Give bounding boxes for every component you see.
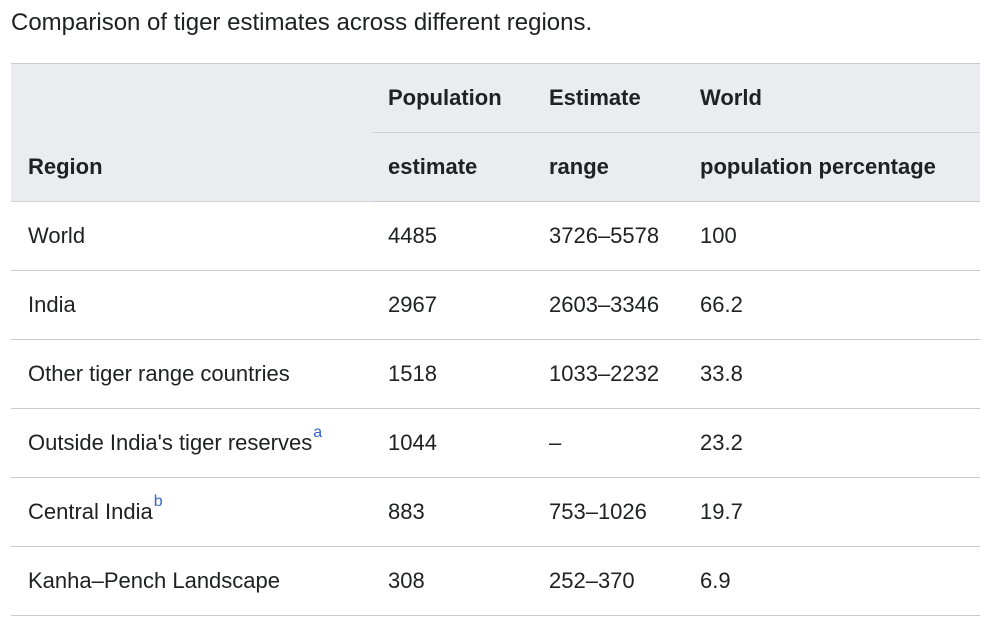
- header-row: estimate range population percentage: [11, 132, 980, 202]
- population-cell: 4485: [372, 201, 533, 271]
- population-cell: 2967: [372, 270, 533, 340]
- region-name: Outside India's tiger reserves: [28, 430, 313, 455]
- region-cell: Kanha–Pench Landscape: [11, 546, 372, 616]
- population-cell: 1518: [372, 339, 533, 409]
- region-cell: Other tiger range countries: [11, 339, 372, 409]
- range-cell: 252–370: [533, 546, 684, 616]
- range-cell: 753–1026: [533, 477, 684, 547]
- percentage-cell: 66.2: [684, 270, 980, 340]
- region-name: Central India: [28, 499, 153, 524]
- range-cell: 1033–2232: [533, 339, 684, 409]
- tiger-estimates-table: Region Population Estimate World estimat…: [11, 63, 980, 616]
- table-row: India 2967 2603–3346 66.2: [11, 270, 980, 340]
- table-row: Other tiger range countries 1518 1033–22…: [11, 339, 980, 409]
- region-cell: Central Indiab: [11, 477, 372, 547]
- region-cell: Outside India's tiger reservesa: [11, 408, 372, 478]
- percentage-cell: 19.7: [684, 477, 980, 547]
- range-cell: –: [533, 408, 684, 478]
- region-name: India: [28, 292, 76, 317]
- percentage-cell: 100: [684, 201, 980, 271]
- population-cell: 883: [372, 477, 533, 547]
- percentage-cell: 23.2: [684, 408, 980, 478]
- range-cell: 2603–3346: [533, 270, 684, 340]
- region-cell: India: [11, 270, 372, 340]
- header-world-line1[interactable]: World: [684, 63, 980, 133]
- header-world-line2[interactable]: population percentage: [684, 132, 980, 202]
- table-row: World 4485 3726–5578 100: [11, 201, 980, 271]
- footnote-link-b[interactable]: b: [153, 493, 163, 510]
- region-name: World: [28, 223, 86, 248]
- header-row: Region Population Estimate World: [11, 63, 980, 202]
- region-name: Other tiger range countries: [28, 361, 290, 386]
- header-range-line1[interactable]: Estimate: [533, 63, 684, 133]
- population-cell: 1044: [372, 408, 533, 478]
- range-cell: 3726–5578: [533, 201, 684, 271]
- table-body: World 4485 3726–5578 100 India 2967 2603…: [11, 201, 980, 616]
- header-population-line2[interactable]: estimate: [372, 132, 533, 202]
- region-name: Kanha–Pench Landscape: [28, 568, 280, 593]
- table-caption: Comparison of tiger estimates across dif…: [11, 9, 593, 36]
- table-header: Region Population Estimate World estimat…: [11, 63, 980, 202]
- percentage-cell: 6.9: [684, 546, 980, 616]
- header-range-line2[interactable]: range: [533, 132, 684, 202]
- header-region[interactable]: Region: [11, 63, 372, 202]
- region-cell: World: [11, 201, 372, 271]
- table-row: Outside India's tiger reservesa 1044 – 2…: [11, 408, 980, 478]
- header-population-line1[interactable]: Population: [372, 63, 533, 133]
- footnote-link-a[interactable]: a: [313, 424, 323, 441]
- table-row: Kanha–Pench Landscape 308 252–370 6.9: [11, 546, 980, 616]
- table-row: Central Indiab 883 753–1026 19.7: [11, 477, 980, 547]
- percentage-cell: 33.8: [684, 339, 980, 409]
- population-cell: 308: [372, 546, 533, 616]
